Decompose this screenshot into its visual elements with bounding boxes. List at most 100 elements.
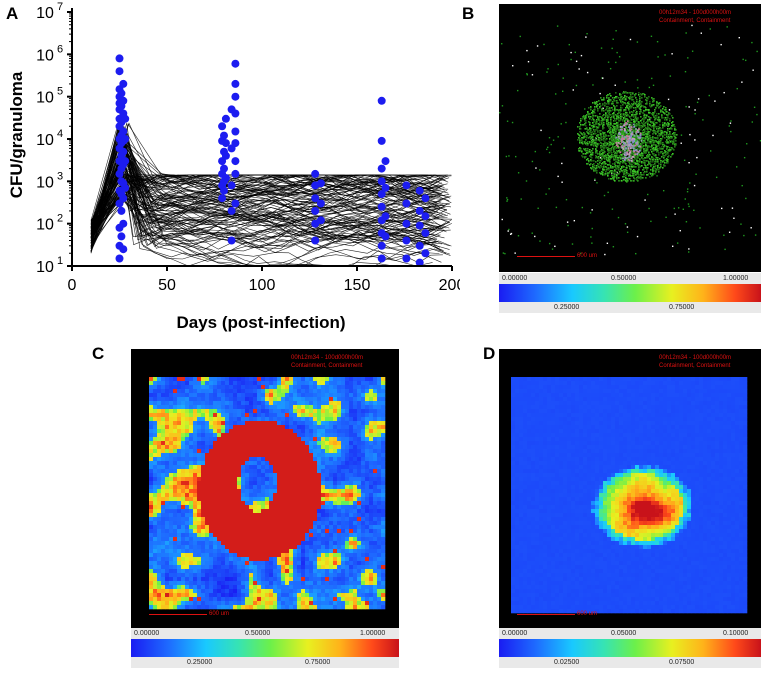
heatmap-cell (201, 417, 206, 422)
cell-dot (628, 149, 631, 152)
cell-dot (639, 139, 641, 141)
tick: 0.00000 (502, 275, 528, 282)
cell-dot (605, 142, 607, 144)
heatmap-cell (213, 433, 218, 438)
cell-dot (596, 127, 598, 129)
heatmap-cell (225, 469, 230, 474)
cell-dot (594, 142, 596, 144)
heatmap-cell (201, 425, 206, 430)
cell-dot (616, 123, 618, 125)
cell-dot (543, 43, 545, 46)
cell-dot (654, 173, 656, 175)
cell-dot (616, 109, 618, 111)
cell-dot (635, 97, 637, 99)
cell-dot (633, 144, 635, 146)
cell-dot (585, 120, 587, 122)
cell-dot (653, 132, 655, 134)
heatmap-cell (257, 441, 262, 446)
heatmap-cell (233, 473, 238, 478)
cell-dot (581, 151, 583, 153)
heatmap-cell (233, 429, 238, 434)
cell-dot (648, 163, 650, 165)
cell-dot (603, 127, 605, 129)
heatmap-cell (189, 377, 194, 382)
heatmap-cell (305, 409, 310, 414)
heatmap-cell (161, 481, 166, 486)
heatmap-cell (177, 409, 182, 414)
heatmap-cell (333, 445, 338, 450)
cell-dot (635, 156, 637, 158)
heatmap-cell (229, 429, 234, 434)
trajectory-line (90, 176, 440, 223)
heatmap-cell (237, 477, 242, 482)
heatmap-cell (157, 401, 162, 406)
cell-dot (696, 156, 698, 159)
cell-dot (629, 106, 631, 108)
cell-dot (651, 146, 653, 148)
cell-dot (660, 142, 662, 144)
heatmap-cell (337, 385, 342, 390)
cell-dot (637, 152, 639, 154)
heatmap-cell (277, 453, 282, 458)
heatmap-cell (249, 477, 254, 482)
heatmap-cell (193, 437, 198, 442)
heatmap-cell (277, 385, 282, 390)
cell-dot (594, 120, 596, 122)
cell-dot (638, 92, 640, 94)
heatmap-cell (221, 437, 226, 442)
heatmap-cell (249, 425, 254, 430)
cell-dot (648, 152, 650, 154)
heatmap-cell (341, 461, 346, 466)
heatmap-cell (213, 481, 218, 486)
heatmap-cell (185, 413, 190, 418)
heatmap-cell (245, 413, 250, 418)
cell-dot (613, 126, 615, 128)
cell-dot (593, 170, 595, 172)
cell-dot (580, 132, 582, 134)
cell-dot (679, 229, 681, 232)
cell-dot (672, 125, 674, 127)
heatmap-cell (329, 425, 334, 430)
cell-dot (586, 114, 588, 116)
cell-dot (637, 160, 639, 162)
cell-dot (646, 145, 648, 147)
heatmap-cell (341, 389, 346, 394)
cell-dot (621, 167, 623, 169)
heatmap-cell (369, 397, 374, 402)
heatmap-cell (365, 453, 370, 458)
cell-dot (632, 135, 634, 137)
heatmap-cell (285, 437, 290, 442)
data-point (119, 147, 128, 156)
cell-dot (660, 140, 662, 142)
cell-dot (651, 157, 653, 159)
heatmap-cell (297, 453, 302, 458)
cell-dot (628, 173, 630, 175)
cell-dot (632, 93, 634, 95)
heatmap-cell (193, 469, 198, 474)
sim-b-scale-bar (517, 256, 575, 257)
heatmap-cell (357, 445, 362, 450)
cell-dot (547, 68, 549, 70)
heatmap-cell (293, 397, 298, 402)
data-point (121, 183, 130, 192)
cell-dot (619, 149, 621, 151)
cell-dot (638, 94, 640, 96)
cell-dot (633, 154, 635, 156)
cell-dot (616, 116, 618, 118)
heatmap-cell (361, 405, 366, 410)
cell-dot (673, 135, 675, 137)
cell-dot (662, 125, 664, 127)
heatmap-cell (149, 445, 154, 450)
heatmap-cell (269, 453, 274, 458)
cell-dot (604, 253, 606, 256)
heatmap-cell (269, 433, 274, 438)
heatmap-cell (277, 429, 282, 434)
cell-dot (647, 142, 649, 144)
heatmap-cell (197, 461, 202, 466)
cell-dot (632, 156, 635, 158)
cell-dot (628, 144, 631, 146)
cell-dot (612, 101, 614, 103)
heatmap-cell (241, 469, 246, 474)
cell-dot (659, 106, 661, 108)
trajectory-line (90, 163, 447, 248)
